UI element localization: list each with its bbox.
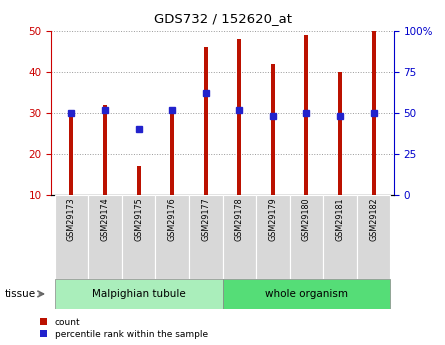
Bar xyxy=(55,279,222,309)
Text: tissue: tissue xyxy=(4,289,36,299)
Bar xyxy=(271,64,275,195)
Bar xyxy=(372,31,376,195)
Bar xyxy=(170,109,174,195)
Bar xyxy=(103,105,107,195)
Bar xyxy=(323,195,357,279)
Bar xyxy=(137,166,141,195)
Bar xyxy=(189,195,222,279)
Bar xyxy=(222,195,256,279)
Text: GSM29173: GSM29173 xyxy=(67,197,76,241)
Text: whole organism: whole organism xyxy=(265,289,348,299)
Bar xyxy=(237,39,241,195)
Text: GSM29174: GSM29174 xyxy=(101,197,109,241)
Legend: count, percentile rank within the sample: count, percentile rank within the sample xyxy=(40,318,208,339)
Text: GSM29180: GSM29180 xyxy=(302,197,311,241)
Text: Malpighian tubule: Malpighian tubule xyxy=(92,289,186,299)
Bar xyxy=(290,195,323,279)
Bar xyxy=(304,35,308,195)
Bar xyxy=(256,195,290,279)
Bar xyxy=(222,279,390,309)
Text: GSM29178: GSM29178 xyxy=(235,197,244,241)
Text: GSM29182: GSM29182 xyxy=(369,197,378,241)
Text: GSM29175: GSM29175 xyxy=(134,197,143,241)
Bar xyxy=(357,195,390,279)
Bar xyxy=(204,47,208,195)
Bar xyxy=(55,195,88,279)
Bar xyxy=(155,195,189,279)
Text: GSM29176: GSM29176 xyxy=(168,197,177,241)
Bar xyxy=(69,113,73,195)
Text: GDS732 / 152620_at: GDS732 / 152620_at xyxy=(154,12,291,25)
Text: GSM29177: GSM29177 xyxy=(201,197,210,241)
Text: GSM29181: GSM29181 xyxy=(336,197,344,241)
Text: GSM29179: GSM29179 xyxy=(268,197,277,241)
Bar xyxy=(88,195,122,279)
Bar xyxy=(338,72,342,195)
Bar xyxy=(122,195,155,279)
